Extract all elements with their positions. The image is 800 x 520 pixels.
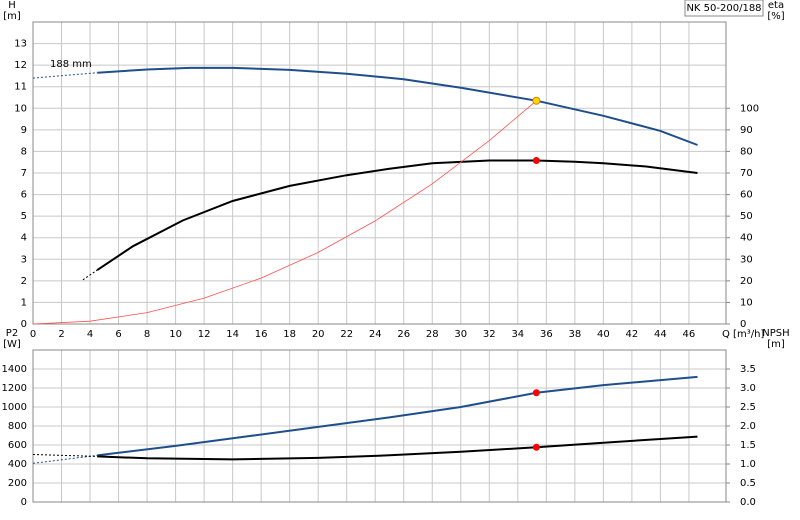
y-tick-label: 9 xyxy=(21,125,27,136)
y-tick-label: 5 xyxy=(21,211,27,222)
y-tick-label: 800 xyxy=(8,421,27,432)
y2-tick-label: 2.0 xyxy=(740,421,756,432)
y-tick-label: 400 xyxy=(8,459,27,470)
y-axis-unit: [W] xyxy=(3,339,21,350)
y-tick-label: 2 xyxy=(21,276,27,287)
curve-extension xyxy=(32,454,98,464)
y-tick-label: 12 xyxy=(14,60,27,71)
y-axis-unit: [m] xyxy=(3,11,21,22)
x-tick-label: 6 xyxy=(115,329,121,340)
x-tick-label: 16 xyxy=(255,329,268,340)
y2-axis-label: eta xyxy=(768,0,784,11)
x-tick-label: 32 xyxy=(483,329,496,340)
y2-tick-label: 50 xyxy=(740,211,753,222)
y2-tick-label: 60 xyxy=(740,190,753,201)
x-tick-label: 26 xyxy=(397,329,410,340)
y-tick-label: 4 xyxy=(21,233,27,244)
y-tick-label: 6 xyxy=(21,190,27,201)
y-tick-label: 10 xyxy=(14,103,27,114)
y2-tick-label: 30 xyxy=(740,254,753,265)
y2-axis-label: NPSH xyxy=(762,328,789,339)
x-tick-label: 44 xyxy=(654,329,667,340)
y2-tick-label: 3.0 xyxy=(740,383,756,394)
y-tick-label: 7 xyxy=(21,168,27,179)
x-tick-label: 10 xyxy=(169,329,182,340)
y-tick-label: 11 xyxy=(14,82,27,93)
x-tick-label: 34 xyxy=(511,329,524,340)
y2-tick-label: 3.5 xyxy=(740,364,756,375)
x-tick-label: 42 xyxy=(626,329,639,340)
y2-tick-label: 2.5 xyxy=(740,402,756,413)
x-axis-label: Q [m³/h] xyxy=(722,329,764,340)
y-tick-label: 1000 xyxy=(2,402,27,413)
chart-title: NK 50-200/188 xyxy=(686,3,761,14)
y-axis-label: P2 xyxy=(6,328,18,339)
plot-frame xyxy=(32,349,727,503)
y2-tick-label: 80 xyxy=(740,146,753,157)
x-tick-label: 24 xyxy=(369,329,382,340)
y2-tick-label: 20 xyxy=(740,276,753,287)
y2-tick-label: 1.5 xyxy=(740,440,756,451)
y-tick-label: 1 xyxy=(21,297,27,308)
y2-tick-label: 70 xyxy=(740,168,753,179)
curve-extension xyxy=(32,454,98,457)
y2-tick-label: 40 xyxy=(740,233,753,244)
x-tick-label: 20 xyxy=(312,329,325,340)
y-tick-label: 200 xyxy=(8,478,27,489)
y-tick-label: 0 xyxy=(21,497,27,508)
y2-tick-label: 0 xyxy=(740,319,746,330)
y2-tick-label: 0.0 xyxy=(740,497,756,508)
y2-tick-label: 100 xyxy=(740,103,759,114)
curve xyxy=(97,66,698,146)
curve-extension xyxy=(32,72,98,79)
x-tick-label: 12 xyxy=(198,329,211,340)
curve-extension xyxy=(82,269,98,281)
duty-point xyxy=(532,443,540,451)
curve xyxy=(96,159,698,271)
duty-point xyxy=(532,96,541,105)
y2-tick-label: 1.0 xyxy=(740,459,756,470)
x-tick-label: 40 xyxy=(597,329,610,340)
duty-point xyxy=(532,389,540,397)
y2-tick-label: 90 xyxy=(740,125,753,136)
y2-axis-unit: [m] xyxy=(767,339,785,350)
curve xyxy=(97,435,698,461)
y-tick-label: 13 xyxy=(14,39,27,50)
x-tick-label: 30 xyxy=(454,329,467,340)
x-tick-label: 28 xyxy=(426,329,439,340)
y-tick-label: 1400 xyxy=(2,364,27,375)
x-tick-label: 46 xyxy=(683,329,696,340)
y-tick-label: 1200 xyxy=(2,383,27,394)
plot-frame xyxy=(32,21,727,325)
x-tick-label: 14 xyxy=(226,329,239,340)
y2-axis-unit: [%] xyxy=(767,11,784,22)
x-tick-label: 4 xyxy=(87,329,93,340)
x-tick-label: 38 xyxy=(568,329,581,340)
x-tick-label: 0 xyxy=(30,329,36,340)
y-tick-label: 600 xyxy=(8,440,27,451)
x-tick-label: 36 xyxy=(540,329,553,340)
x-tick-label: 8 xyxy=(144,329,150,340)
x-tick-label: 18 xyxy=(283,329,296,340)
annotation: 188 mm xyxy=(50,59,92,70)
y2-tick-label: 0.5 xyxy=(740,478,756,489)
curve xyxy=(32,100,537,325)
y-tick-label: 3 xyxy=(21,254,27,265)
y-tick-label: 0 xyxy=(21,319,27,330)
x-tick-label: 22 xyxy=(340,329,353,340)
y2-tick-label: 10 xyxy=(740,297,753,308)
title-box xyxy=(684,0,764,17)
x-tick-label: 2 xyxy=(58,329,64,340)
curve xyxy=(97,375,698,457)
y-axis-label: H xyxy=(8,0,16,11)
y-tick-label: 8 xyxy=(21,146,27,157)
duty-point xyxy=(532,156,540,164)
